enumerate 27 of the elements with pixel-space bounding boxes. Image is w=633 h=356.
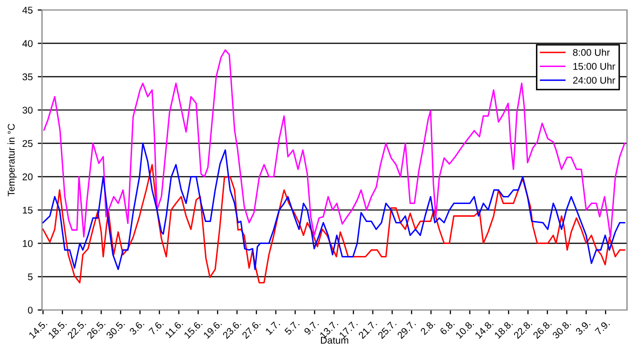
y-tick-label: 35 <box>22 73 33 80</box>
x-tick-label: 9.7. <box>304 320 320 336</box>
x-tick-label: 3.9. <box>575 320 591 336</box>
y-tick-label: 15 <box>22 206 33 214</box>
y-tick-label: 25 <box>22 140 33 147</box>
x-tick-label: 2.8. <box>420 320 436 336</box>
y-tick-label: 45 <box>22 6 33 14</box>
x-tick-label: 7.6. <box>148 320 164 336</box>
x-tick-label: 11.6. <box>164 320 184 338</box>
x-tick-label: 5.7. <box>284 320 300 336</box>
y-tick-label: 5 <box>28 274 33 280</box>
legend-label: 8:00 Uhr <box>573 48 610 56</box>
y-tick-label: 10 <box>22 240 33 247</box>
legend-label: 24:00 Uhr <box>573 76 616 84</box>
x-tick-label: 7.9. <box>594 320 610 336</box>
x-tick-label: 10.8. <box>455 320 474 339</box>
y-axis-title: Temperatur in °C <box>8 124 17 196</box>
legend-label: 15:00 Uhr <box>573 62 616 70</box>
x-tick-label: 3.6. <box>128 320 144 336</box>
x-tick-label: 6.8. <box>439 320 455 336</box>
x-axis-title: Datum <box>320 336 348 344</box>
y-tick-label: 20 <box>22 173 33 180</box>
y-tick-label: 30 <box>22 106 33 114</box>
x-tick-label: 1.7. <box>265 320 280 335</box>
y-tick-label: 0 <box>28 306 33 314</box>
x-tick-label: 30.8. <box>552 320 572 340</box>
y-tick-label: 40 <box>22 40 33 47</box>
